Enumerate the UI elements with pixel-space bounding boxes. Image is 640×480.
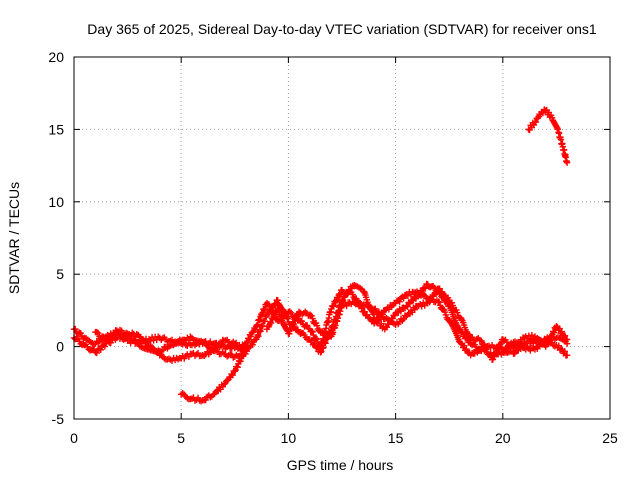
data-point (531, 333, 548, 348)
data-point (381, 314, 398, 327)
data-point (156, 334, 173, 345)
x-tick-label: 15 (388, 430, 404, 446)
y-axis-label: SDTVAR / TECUs (6, 182, 22, 294)
data-point (555, 129, 566, 148)
data-point (242, 324, 259, 347)
data-point (563, 352, 571, 359)
data-point (548, 114, 562, 133)
y-tick-label: 20 (48, 49, 64, 65)
data-point (542, 324, 559, 350)
data-point (188, 349, 205, 360)
data-point (145, 342, 162, 355)
plot-frame (73, 56, 611, 420)
data-point (553, 341, 570, 359)
x-tick-label: 20 (495, 430, 511, 446)
x-tick-label: 25 (602, 430, 618, 446)
y-tick-label: 10 (48, 194, 64, 210)
data-point (360, 301, 376, 313)
data-point (285, 310, 302, 337)
data-series (263, 285, 571, 363)
y-tick-label: 15 (48, 121, 64, 137)
data-series (525, 106, 571, 166)
data-point (488, 336, 506, 363)
data-point (328, 304, 345, 340)
x-tick-label: 10 (281, 430, 297, 446)
x-tick-label: 0 (70, 430, 78, 446)
data-point (521, 343, 537, 354)
data-point (102, 327, 119, 345)
data-series (178, 346, 249, 405)
data-point (188, 394, 205, 405)
data-point (349, 298, 366, 309)
y-tick-label: 5 (56, 266, 64, 282)
x-tick-label: 5 (177, 430, 185, 446)
data-point (81, 341, 98, 354)
data-point (478, 337, 495, 360)
data-point (563, 336, 571, 343)
data-point (392, 291, 409, 307)
data-point (424, 285, 441, 307)
data-point (178, 390, 194, 403)
data-point (124, 329, 140, 340)
data-point (92, 328, 109, 344)
axis-ticks: 0 5 10 15 20 25 -5 0 5 10 15 20 (48, 49, 618, 446)
data-point (531, 110, 544, 126)
data-point (306, 311, 323, 334)
data-point (285, 308, 301, 324)
data-point (199, 392, 216, 404)
data-point (242, 336, 259, 355)
grid-lines (74, 57, 610, 419)
data-point (113, 326, 130, 338)
data-point (559, 143, 570, 165)
data-point (210, 381, 227, 398)
y-tick-label: -5 (52, 411, 65, 427)
data-series (92, 326, 249, 355)
data-point (210, 336, 226, 352)
data-point (188, 334, 205, 346)
data-points (70, 106, 571, 405)
data-point (263, 307, 281, 333)
x-axis-label: GPS time / hours (287, 457, 394, 473)
data-point (563, 159, 571, 166)
data-point (392, 312, 409, 329)
data-point (403, 293, 420, 310)
y-tick-label: 0 (56, 339, 64, 355)
data-point (274, 305, 291, 335)
data-point (156, 343, 173, 355)
data-point (553, 323, 570, 343)
data-point (370, 305, 387, 323)
chart-title: Day 365 of 2025, Sidereal Day-to-day VTE… (87, 21, 597, 37)
